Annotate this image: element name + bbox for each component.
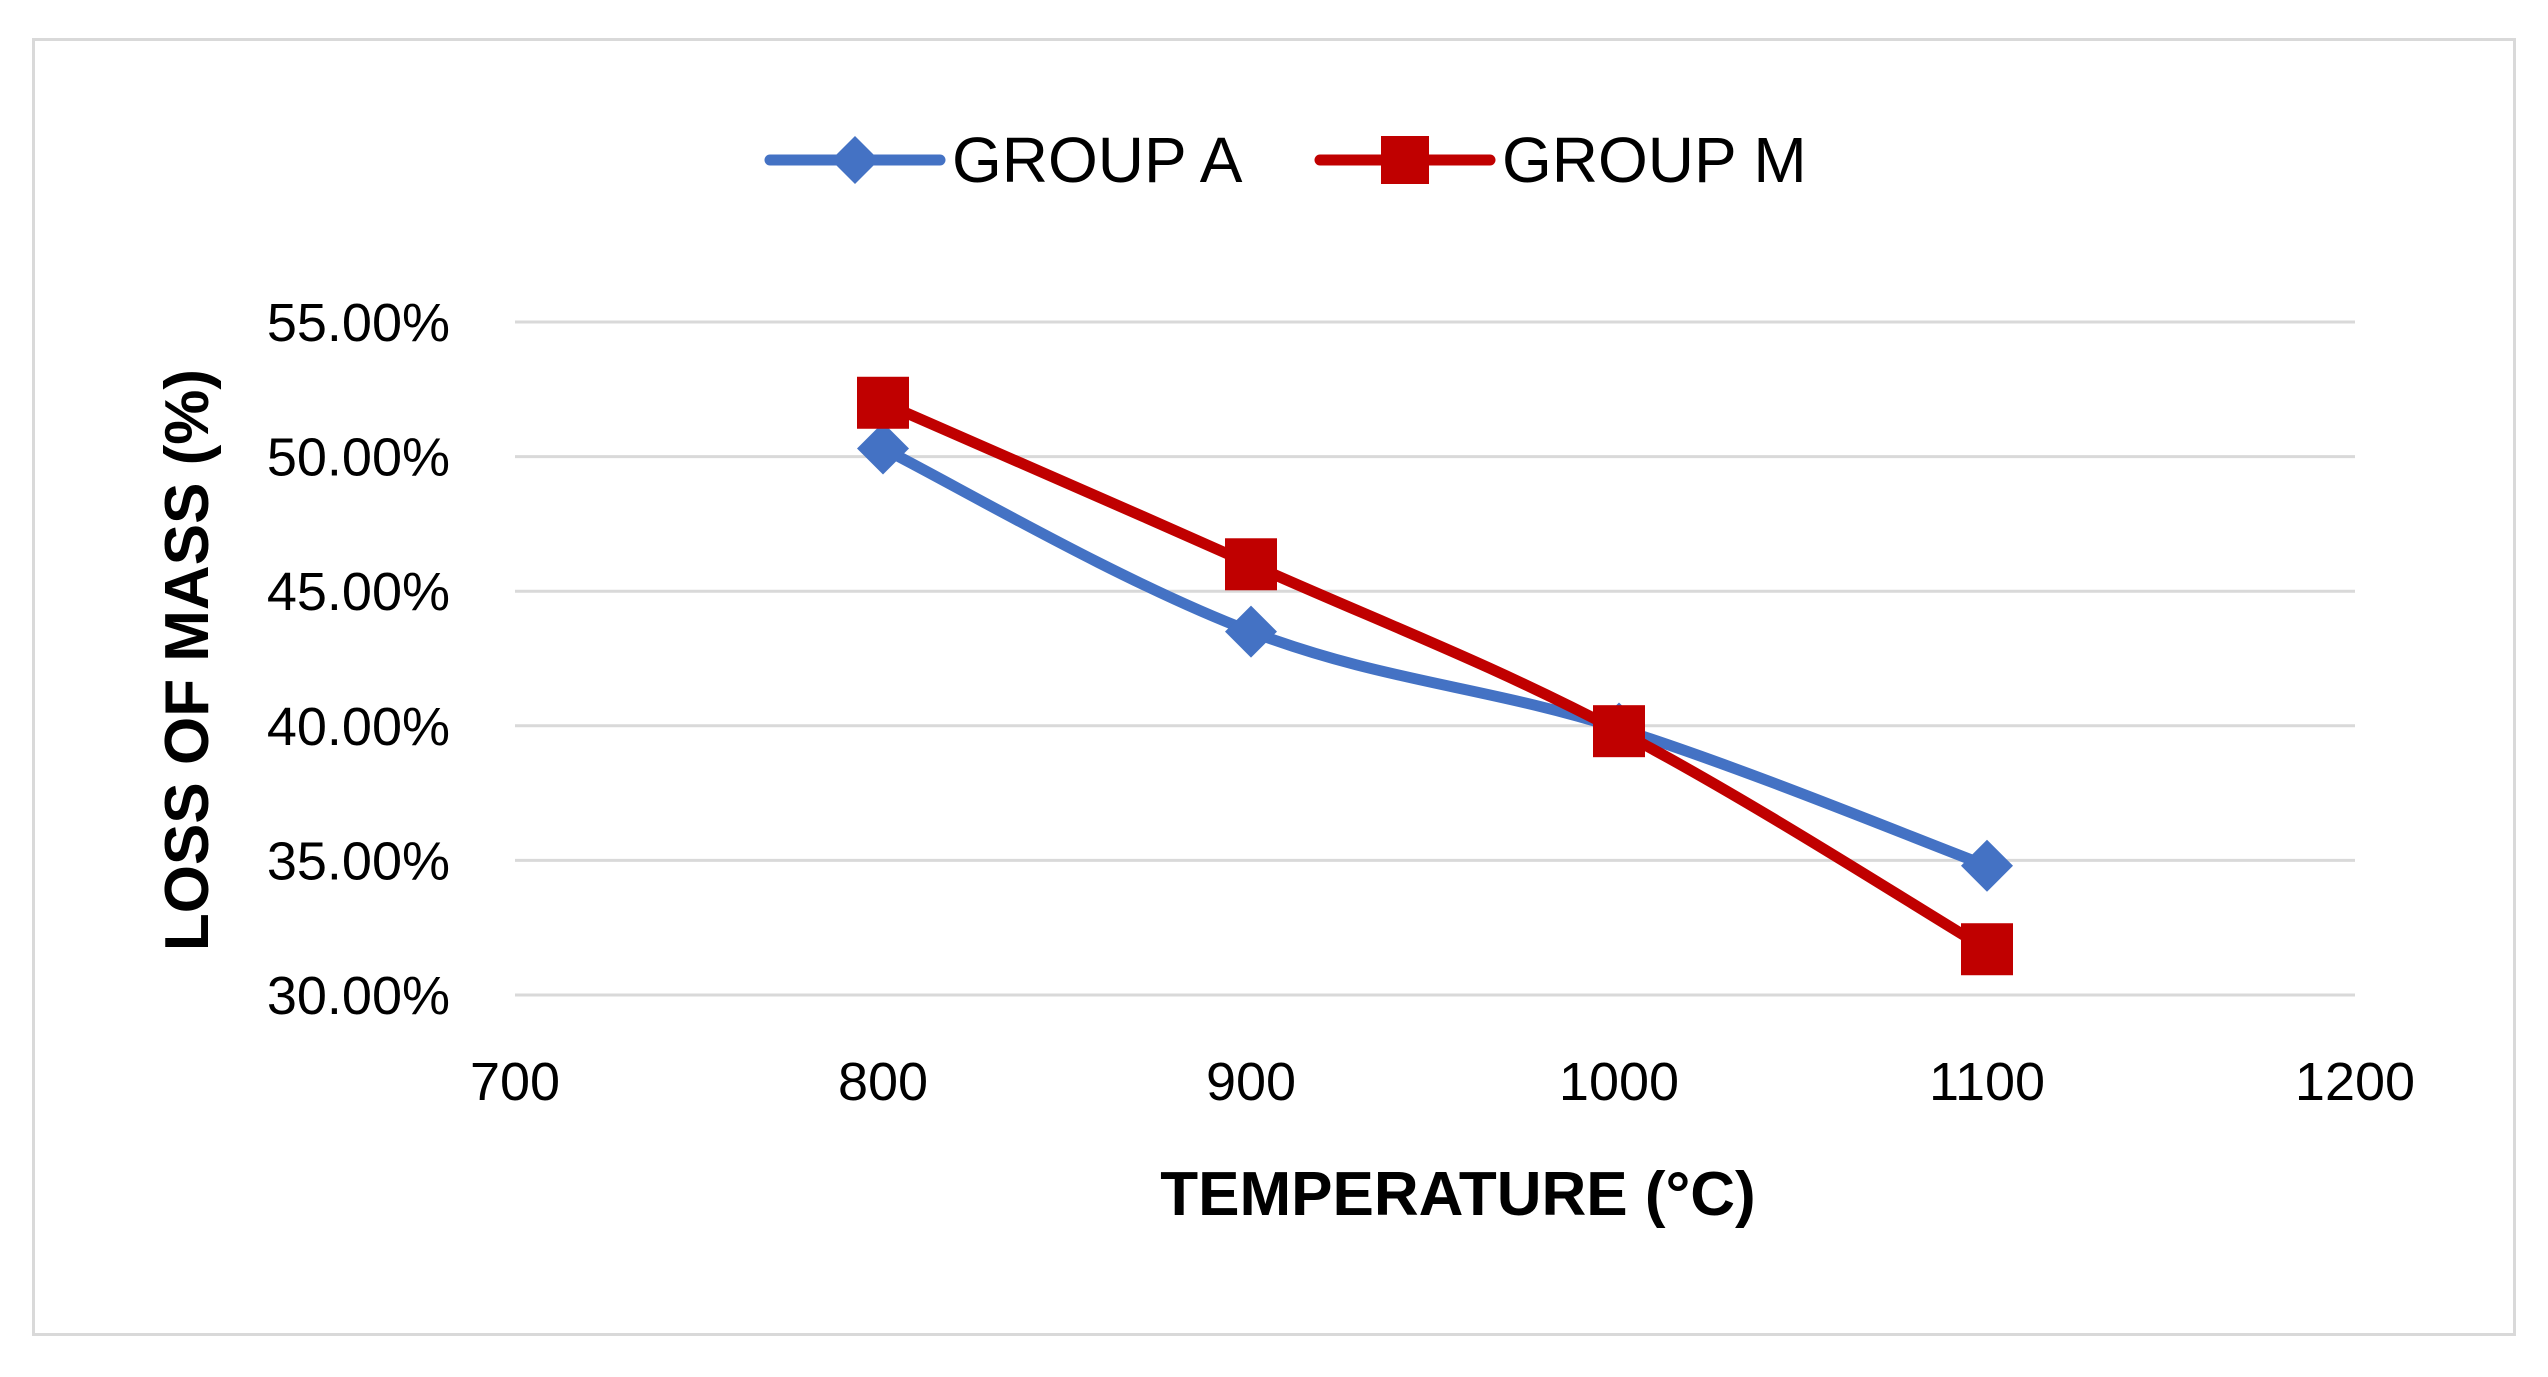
chart-frame <box>32 38 2516 1336</box>
data-point <box>1225 538 1277 591</box>
y-tick-label: 40.00% <box>267 697 450 757</box>
y-tick-label: 30.00% <box>267 966 450 1026</box>
data-point <box>857 422 909 475</box>
data-point <box>857 376 909 429</box>
series-line <box>877 397 1993 955</box>
legend: GROUP A GROUP M <box>764 124 1807 196</box>
x-tick-labels: 700 800 900 1000 1100 1200 <box>470 1052 2415 1112</box>
series-group-a <box>857 422 2013 892</box>
legend-entry: GROUP M <box>1314 124 1807 196</box>
series-lines <box>857 376 2013 976</box>
y-tick-label: 55.00% <box>267 293 450 353</box>
y-axis-title: LOSS OF MASS (%) <box>153 369 222 951</box>
y-tick-labels: 30.00% 35.00% 40.00% 45.00% 50.00% 55.00% <box>267 293 450 1026</box>
data-point <box>1961 839 2013 892</box>
legend-entry: GROUP A <box>764 124 1243 196</box>
legend-label: GROUP A <box>952 124 1243 196</box>
data-point <box>1961 923 2013 976</box>
legend-label: GROUP M <box>1502 124 1807 196</box>
legend-swatch-marker <box>831 136 879 184</box>
x-tick-label: 700 <box>470 1052 560 1112</box>
x-tick-label: 900 <box>1206 1052 1296 1112</box>
x-tick-label: 1000 <box>1559 1052 1679 1112</box>
x-tick-label: 1100 <box>1929 1052 2045 1112</box>
x-tick-label: 800 <box>838 1052 928 1112</box>
x-axis-title: TEMPERATURE (°C) <box>1160 1160 1755 1229</box>
data-point <box>1225 605 1277 658</box>
legend-swatch-marker <box>1381 136 1429 184</box>
y-tick-label: 50.00% <box>267 428 450 488</box>
y-tick-label: 45.00% <box>267 562 450 622</box>
data-point <box>1593 705 1645 758</box>
gridlines <box>515 320 2355 997</box>
y-tick-label: 35.00% <box>267 831 450 891</box>
series-line <box>877 443 1993 872</box>
x-tick-label: 1200 <box>2295 1052 2415 1112</box>
series-group-m <box>857 376 2013 976</box>
